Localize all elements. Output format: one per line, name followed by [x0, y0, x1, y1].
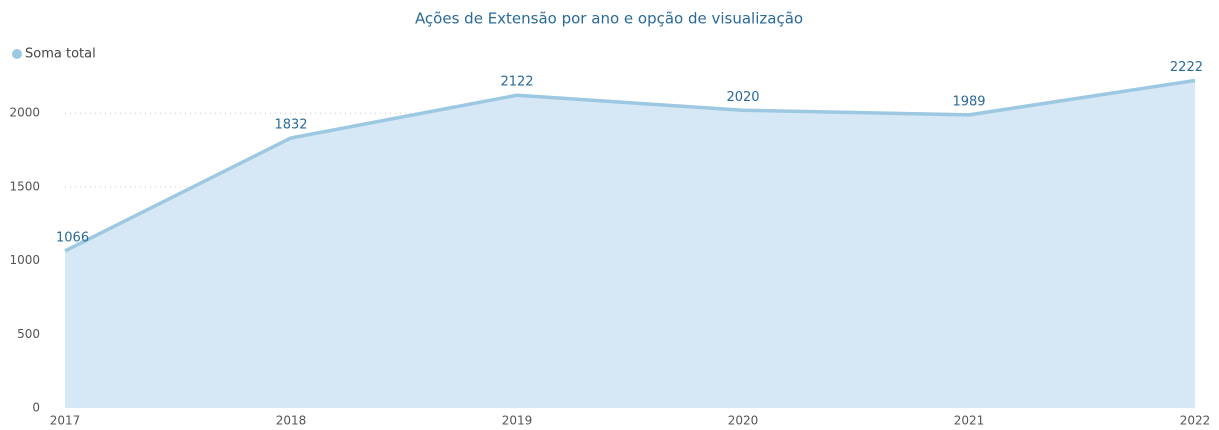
legend-marker — [12, 49, 22, 59]
x-tick-label: 2021 — [954, 414, 985, 428]
legend-label: Soma total — [25, 47, 96, 62]
y-tick-label: 1000 — [9, 253, 40, 267]
x-tick-label: 2022 — [1180, 414, 1211, 428]
data-label: 2020 — [726, 90, 759, 105]
data-label: 1066 — [56, 230, 89, 245]
data-label: 1989 — [952, 94, 985, 109]
line — [64, 78, 1196, 253]
x-tick-label: 2019 — [502, 414, 533, 428]
y-tick-label: 2000 — [9, 106, 40, 120]
y-tick-label: 0 — [32, 401, 40, 415]
x-tick-label: 2018 — [276, 414, 307, 428]
data-label: 1832 — [274, 117, 307, 132]
y-tick-label: 500 — [17, 327, 40, 341]
x-tick-label: 2017 — [50, 414, 81, 428]
y-tick-label: 1500 — [9, 179, 40, 193]
chart-title: Ações de Extensão por ano e opção de vis… — [415, 10, 803, 28]
data-label: 2222 — [1170, 60, 1203, 75]
x-tick-label: 2020 — [728, 414, 759, 428]
area — [65, 80, 1195, 408]
data-label: 2122 — [500, 75, 533, 90]
